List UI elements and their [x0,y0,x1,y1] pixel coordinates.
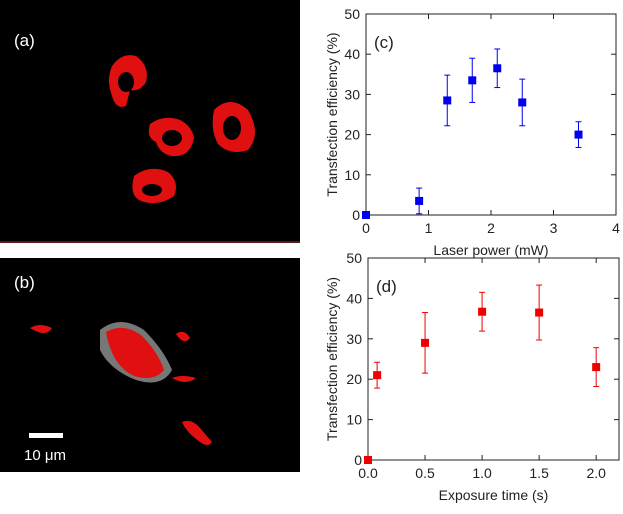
cell-holes-a [118,72,241,196]
y-tick-label: 40 [346,290,362,306]
point [478,307,487,316]
x-axis-label: Exposure time (s) [439,487,549,503]
point [592,363,601,372]
y-tick-label: 20 [344,127,360,143]
point [493,64,502,73]
y-tick-label: 50 [346,250,362,266]
point [362,211,370,219]
plot-frame [365,13,617,216]
point [364,456,372,464]
x-tick-label: 0.5 [415,465,435,481]
y-tick-label: 10 [346,412,362,428]
y-tick-label: 0 [352,207,360,223]
plot-frame [367,257,620,461]
point [415,196,424,205]
point [535,308,544,317]
y-tick-label: 0 [354,452,362,468]
image-a [0,0,300,243]
x-tick-label: 1.0 [472,465,492,481]
y-axis-label: Transfection efficiency (%) [324,32,340,196]
y-tick-label: 30 [346,331,362,347]
x-axis-label: Laser power (mW) [433,242,548,258]
panel-label: (d) [376,277,397,296]
x-tick-label: 0 [362,220,370,236]
panel-label: (c) [374,33,394,52]
y-tick-label: 50 [344,6,360,22]
cells-b [30,322,212,445]
x-tick-label: 2.0 [586,465,606,481]
x-tick-label: 3 [550,220,558,236]
point [421,338,430,347]
scale-bar [29,433,63,438]
y-tick-label: 30 [344,86,360,102]
point [468,76,477,85]
y-tick-label: 40 [344,46,360,62]
point [518,98,527,107]
x-tick-label: 4 [612,220,620,236]
x-tick-label: 1 [425,220,433,236]
y-axis-label: Transfection efficiency (%) [324,277,340,441]
y-tick-label: 20 [346,371,362,387]
point [443,96,452,105]
x-tick-label: 1.5 [529,465,549,481]
y-tick-label: 10 [344,167,360,183]
scale-bar-label: 10 μm [24,447,66,464]
x-tick-label: 0.0 [358,465,378,481]
point [373,371,382,380]
image-label: (a) [14,31,35,50]
point [574,130,583,139]
image-label: (b) [14,273,35,292]
x-tick-label: 2 [487,220,495,236]
